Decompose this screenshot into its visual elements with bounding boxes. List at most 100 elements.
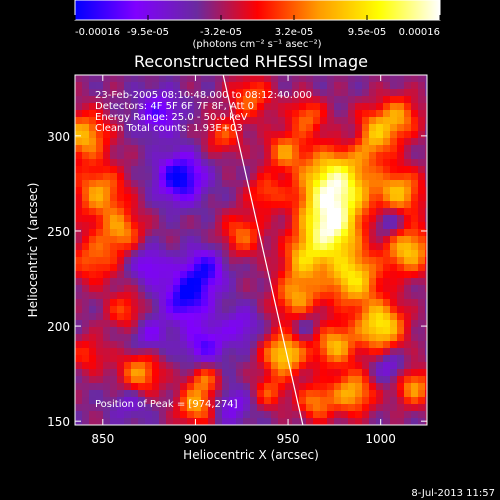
heatmap-cell xyxy=(110,201,118,209)
heatmap-cell xyxy=(180,404,188,412)
heatmap-cell xyxy=(103,117,111,125)
heatmap-cell xyxy=(355,418,363,425)
colorbar-tick-label: 9.5e-05 xyxy=(348,27,386,38)
heatmap-cell xyxy=(327,264,335,272)
heatmap-cell xyxy=(376,173,384,181)
heatmap-cell xyxy=(313,166,321,174)
heatmap-cell xyxy=(341,250,349,258)
heatmap-cell xyxy=(194,159,202,167)
heatmap-cell xyxy=(376,390,384,398)
heatmap-cell xyxy=(89,404,97,412)
heatmap-cell xyxy=(166,75,174,83)
heatmap-cell xyxy=(166,348,174,356)
heatmap-cell xyxy=(362,236,370,244)
heatmap-cell xyxy=(383,180,391,188)
heatmap-cell xyxy=(369,383,377,391)
heatmap-cell xyxy=(166,341,174,349)
heatmap-cell xyxy=(208,397,216,405)
heatmap-cell xyxy=(250,327,258,335)
heatmap-cell xyxy=(180,82,188,90)
heatmap-cell xyxy=(425,327,427,335)
heatmap-cell xyxy=(369,376,377,384)
heatmap-cell xyxy=(75,180,83,188)
heatmap-cell xyxy=(327,124,335,132)
heatmap-cell xyxy=(173,313,181,321)
heatmap-cell xyxy=(404,222,412,230)
heatmap-cell xyxy=(89,75,97,83)
heatmap-cell xyxy=(362,327,370,335)
heatmap-cell xyxy=(397,327,405,335)
heatmap-cell xyxy=(320,110,328,118)
heatmap-cell xyxy=(82,341,90,349)
heatmap-cell xyxy=(180,362,188,370)
heatmap-cell xyxy=(390,124,398,132)
heatmap-cell xyxy=(334,271,342,279)
heatmap-cell xyxy=(187,110,195,118)
heatmap-cell xyxy=(341,236,349,244)
heatmap-cell xyxy=(404,75,412,83)
heatmap-cell xyxy=(292,82,300,90)
heatmap-cell xyxy=(376,334,384,342)
heatmap-cell xyxy=(229,117,237,125)
heatmap-cell xyxy=(327,341,335,349)
heatmap-cell xyxy=(222,292,230,300)
heatmap-cell xyxy=(145,187,153,195)
heatmap-cell xyxy=(215,229,223,237)
heatmap-cell xyxy=(236,362,244,370)
heatmap-cell xyxy=(271,96,279,104)
heatmap-cell xyxy=(159,187,167,195)
heatmap-cell xyxy=(362,257,370,265)
heatmap-cell xyxy=(243,96,251,104)
heatmap-cell xyxy=(334,404,342,412)
heatmap-cell xyxy=(187,292,195,300)
heatmap-cell xyxy=(173,215,181,223)
heatmap-cell xyxy=(103,243,111,251)
heatmap-cell xyxy=(264,397,272,405)
heatmap-cell xyxy=(250,201,258,209)
heatmap-cell xyxy=(124,131,132,139)
heatmap-cell xyxy=(411,194,419,202)
heatmap-cell xyxy=(180,124,188,132)
heatmap-cell xyxy=(187,334,195,342)
heatmap-cell xyxy=(306,131,314,139)
heatmap-cell xyxy=(376,229,384,237)
heatmap-cell xyxy=(250,376,258,384)
heatmap-cell xyxy=(166,215,174,223)
heatmap-cell xyxy=(411,166,419,174)
heatmap-cell xyxy=(376,320,384,328)
heatmap-cell xyxy=(243,103,251,111)
heatmap-cell xyxy=(425,376,427,384)
heatmap-cell xyxy=(250,145,258,153)
heatmap-cell xyxy=(110,376,118,384)
heatmap-cell xyxy=(124,397,132,405)
heatmap-cell xyxy=(187,152,195,160)
heatmap-cell xyxy=(390,201,398,209)
heatmap-cell xyxy=(166,243,174,251)
heatmap-cell xyxy=(257,285,265,293)
heatmap-cell xyxy=(180,341,188,349)
heatmap-cell xyxy=(117,376,125,384)
heatmap-cell xyxy=(173,75,181,83)
heatmap-cell xyxy=(110,313,118,321)
heatmap-cell xyxy=(201,404,209,412)
heatmap-cell xyxy=(145,110,153,118)
heatmap-cell xyxy=(271,250,279,258)
heatmap-cell xyxy=(285,285,293,293)
heatmap-cell xyxy=(194,257,202,265)
heatmap-cell xyxy=(278,341,286,349)
heatmap-cell xyxy=(194,250,202,258)
heatmap-cell xyxy=(257,383,265,391)
heatmap-cell xyxy=(222,131,230,139)
heatmap-cell xyxy=(229,89,237,97)
heatmap-cell xyxy=(96,110,104,118)
heatmap-cell xyxy=(229,376,237,384)
heatmap-cell xyxy=(299,75,307,83)
heatmap-cell xyxy=(299,236,307,244)
heatmap-cell xyxy=(271,292,279,300)
heatmap xyxy=(75,75,427,425)
heatmap-cell xyxy=(306,369,314,377)
heatmap-cell xyxy=(117,117,125,125)
heatmap-cell xyxy=(306,327,314,335)
heatmap-cell xyxy=(82,222,90,230)
heatmap-cell xyxy=(271,82,279,90)
